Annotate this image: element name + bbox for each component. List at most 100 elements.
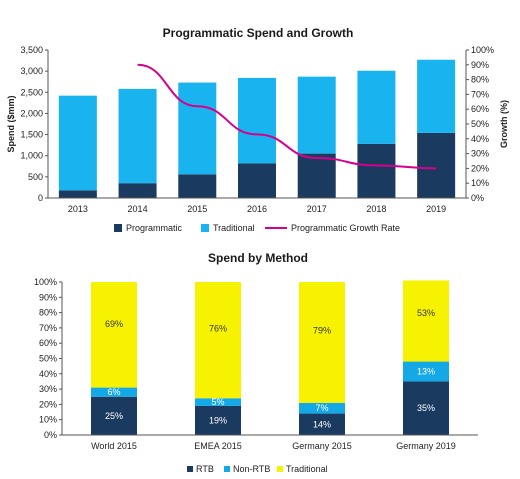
growth-line-group	[137, 63, 437, 170]
growth-y-tick-label: 0%	[471, 193, 484, 203]
spend-x-tick-label: 2019	[426, 204, 446, 214]
legend-label-programmatic: Programmatic	[126, 223, 183, 233]
data-label-non-rtb: 6%	[107, 387, 120, 397]
method-y-tick-label: 100%	[34, 277, 57, 287]
spend-y-tick-label: 3,500	[20, 45, 43, 55]
growth-y-axis-label: Growth (%)	[499, 100, 509, 148]
growth-y-tick-label: 70%	[471, 89, 489, 99]
data-label-rtb: 14%	[313, 419, 331, 429]
method-y-tick-label: 90%	[39, 292, 57, 302]
legend-swatch-traditional-method	[277, 466, 283, 472]
spend-y-tick-label: 2,500	[20, 87, 43, 97]
growth-y-tick-label: 100%	[471, 45, 494, 55]
growth-y-tick-label: 90%	[471, 60, 489, 70]
bar-programmatic-2018	[357, 143, 396, 198]
spend-x-tick-label: 2016	[247, 204, 267, 214]
spend-by-method-title: Spend by Method	[208, 251, 308, 265]
spend-x-tick-label: 2018	[366, 204, 386, 214]
bar-programmatic-2014	[118, 183, 157, 198]
bar-traditional-2015	[178, 82, 217, 175]
spend-legend: Programmatic Traditional Programmatic Gr…	[114, 223, 400, 233]
bar-traditional-2016	[238, 77, 276, 164]
data-label-non-rtb: 7%	[315, 403, 328, 413]
legend-label-traditional-method: Traditional	[286, 464, 328, 474]
method-x-tick-label: Germany 2019	[396, 441, 456, 451]
spend-growth-title: Programmatic Spend and Growth	[163, 26, 354, 40]
data-label-traditional: 53%	[417, 308, 435, 318]
spend-y-axis-label: Spend ($mm)	[6, 95, 16, 152]
bar-rtb-emea-2015	[195, 405, 241, 435]
method-y-tick-label: 10%	[39, 415, 57, 425]
bar-traditional-2014	[118, 88, 157, 184]
bar-programmatic-2015	[178, 174, 217, 198]
spend-bars	[58, 59, 456, 198]
spend-x-tick-label: 2014	[128, 204, 148, 214]
method-x-tick-label: World 2015	[91, 441, 137, 451]
bar-traditional-2017	[297, 76, 336, 154]
spend-by-method-chart: Spend by Method 0% 10% 20% 30% 40% 50% 60% 70% 8…	[34, 251, 478, 474]
growth-y-tick-labels: 0% 10% 20% 30% 40% 50% 60% 70% 80% 90% 100%	[466, 45, 494, 203]
bar-traditional-2013	[58, 95, 97, 191]
spend-x-tick-label: 2015	[187, 204, 207, 214]
method-y-tick-label: 70%	[39, 323, 57, 333]
legend-label-non-rtb: Non-RTB	[233, 464, 270, 474]
data-label-rtb: 19%	[209, 415, 227, 425]
data-label-non-rtb: 13%	[417, 367, 435, 377]
method-y-tick-label: 40%	[39, 369, 57, 379]
bar-traditional-emea-2015	[195, 282, 241, 399]
method-y-tick-label: 20%	[39, 399, 57, 409]
growth-y-tick-label: 40%	[471, 134, 489, 144]
legend-label-traditional: Traditional	[213, 223, 255, 233]
data-label-non-rtb: 5%	[211, 397, 224, 407]
spend-x-tick-label: 2017	[307, 204, 327, 214]
bar-non-rtb-germany-2015	[299, 402, 345, 414]
programmatic-growth-rate-line	[137, 63, 437, 170]
method-legend: RTB Non-RTB Traditional	[187, 464, 328, 474]
method-y-tick-labels: 0% 10% 20% 30% 40% 50% 60% 70% 80% 90% 100%	[34, 277, 62, 440]
growth-y-tick-label: 80%	[471, 75, 489, 85]
data-label-rtb: 25%	[105, 411, 123, 421]
bar-traditional-germany-2019	[403, 280, 449, 362]
spend-y-tick-label: 2,000	[20, 108, 43, 118]
growth-y-tick-label: 60%	[471, 104, 489, 114]
spend-y-tick-label: 0	[38, 193, 43, 203]
spend-y-tick-label: 500	[28, 172, 43, 182]
spend-y-tick-labels: 0 500 1,000 1,500 2,000 2,500 3,000 3,500	[20, 45, 48, 203]
bar-programmatic-2017	[297, 153, 336, 198]
bar-rtb-germany-2015	[299, 413, 345, 435]
legend-label-growth-rate: Programmatic Growth Rate	[291, 223, 400, 233]
bar-rtb-world-2015	[91, 396, 137, 435]
growth-y-tick-label: 20%	[471, 163, 489, 173]
legend-swatch-traditional	[201, 224, 209, 232]
legend-swatch-programmatic	[114, 224, 122, 232]
spend-y-tick-label: 1,000	[20, 151, 43, 161]
legend-swatch-rtb	[187, 466, 193, 472]
growth-y-tick-label: 10%	[471, 178, 489, 188]
bar-rtb-germany-2019	[403, 381, 449, 435]
method-x-tick-label: EMEA 2015	[194, 441, 242, 451]
bar-non-rtb-emea-2015	[195, 398, 241, 406]
bar-programmatic-2013	[58, 190, 97, 198]
method-y-tick-label: 60%	[39, 338, 57, 348]
method-bars: 25% 6% 69% 19% 5% 76% 14% 7% 79% 35% 13% 53%	[91, 280, 449, 435]
spend-y-tick-label: 1,500	[20, 130, 43, 140]
bar-traditional-world-2015	[91, 282, 137, 388]
legend-swatch-non-rtb	[224, 466, 230, 472]
bar-programmatic-2016	[238, 163, 276, 198]
data-label-traditional: 79%	[313, 325, 331, 335]
legend-label-rtb: RTB	[196, 464, 214, 474]
bar-programmatic-2019	[417, 132, 456, 198]
data-label-rtb: 35%	[417, 403, 435, 413]
growth-y-tick-label: 30%	[471, 149, 489, 159]
method-x-tick-labels: World 2015 EMEA 2015 Germany 2015 Germany 2…	[91, 441, 456, 451]
spend-x-tick-labels: 2013 2014 2015 2016 2017 2018 2019	[68, 204, 446, 214]
bar-traditional-germany-2015	[299, 282, 345, 403]
method-y-tick-label: 50%	[39, 354, 57, 364]
method-y-tick-label: 0%	[44, 430, 57, 440]
spend-y-tick-label: 3,000	[20, 66, 43, 76]
bar-traditional-2019	[417, 59, 456, 133]
spend-growth-chart: Programmatic Spend and Growth Spend ($mm…	[6, 26, 509, 233]
bar-traditional-2018	[357, 70, 396, 144]
bar-non-rtb-world-2015	[91, 387, 137, 397]
